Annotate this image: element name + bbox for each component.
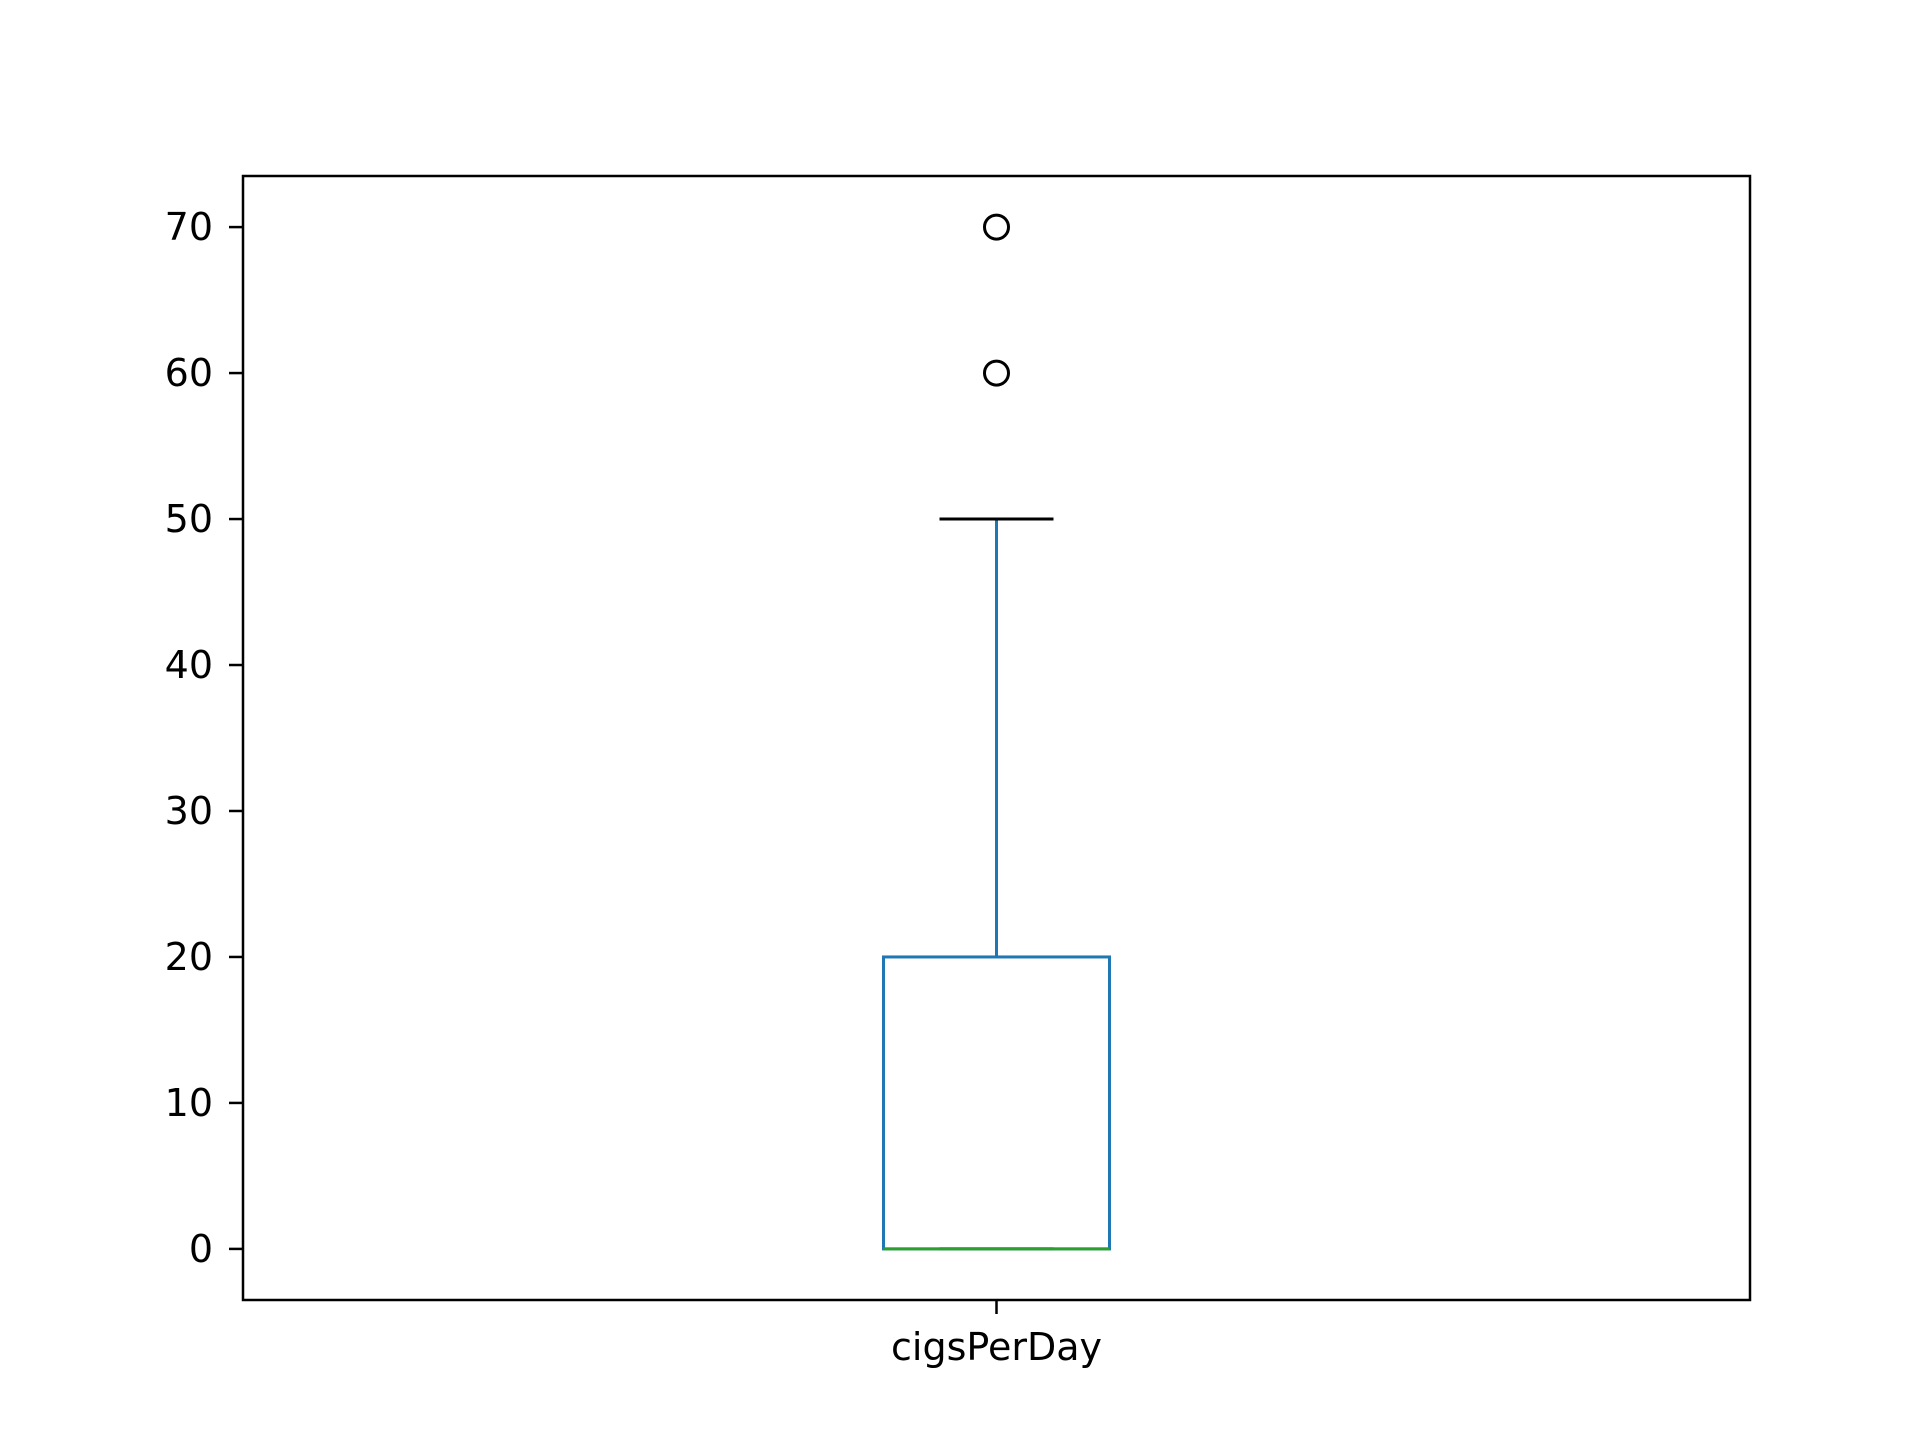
axis-layer: cigsPerDay 0 10 20 30 40 50 60 70 xyxy=(165,205,1102,1369)
outlier-point xyxy=(983,359,1010,387)
y-tick-label: 70 xyxy=(165,205,213,249)
y-tick-label: 20 xyxy=(165,935,213,979)
y-tick-label: 0 xyxy=(189,1227,213,1271)
y-tick-label: 30 xyxy=(165,789,213,833)
y-tick-label: 40 xyxy=(165,643,213,687)
marks-layer xyxy=(882,213,1111,1251)
y-tick-label: 50 xyxy=(165,497,213,541)
outlier-point xyxy=(983,213,1010,241)
y-tick-label: 10 xyxy=(165,1081,213,1125)
y-tick-label: 60 xyxy=(165,351,213,395)
box-iqr xyxy=(882,955,1111,1251)
x-tick-label: cigsPerDay xyxy=(891,1325,1102,1369)
